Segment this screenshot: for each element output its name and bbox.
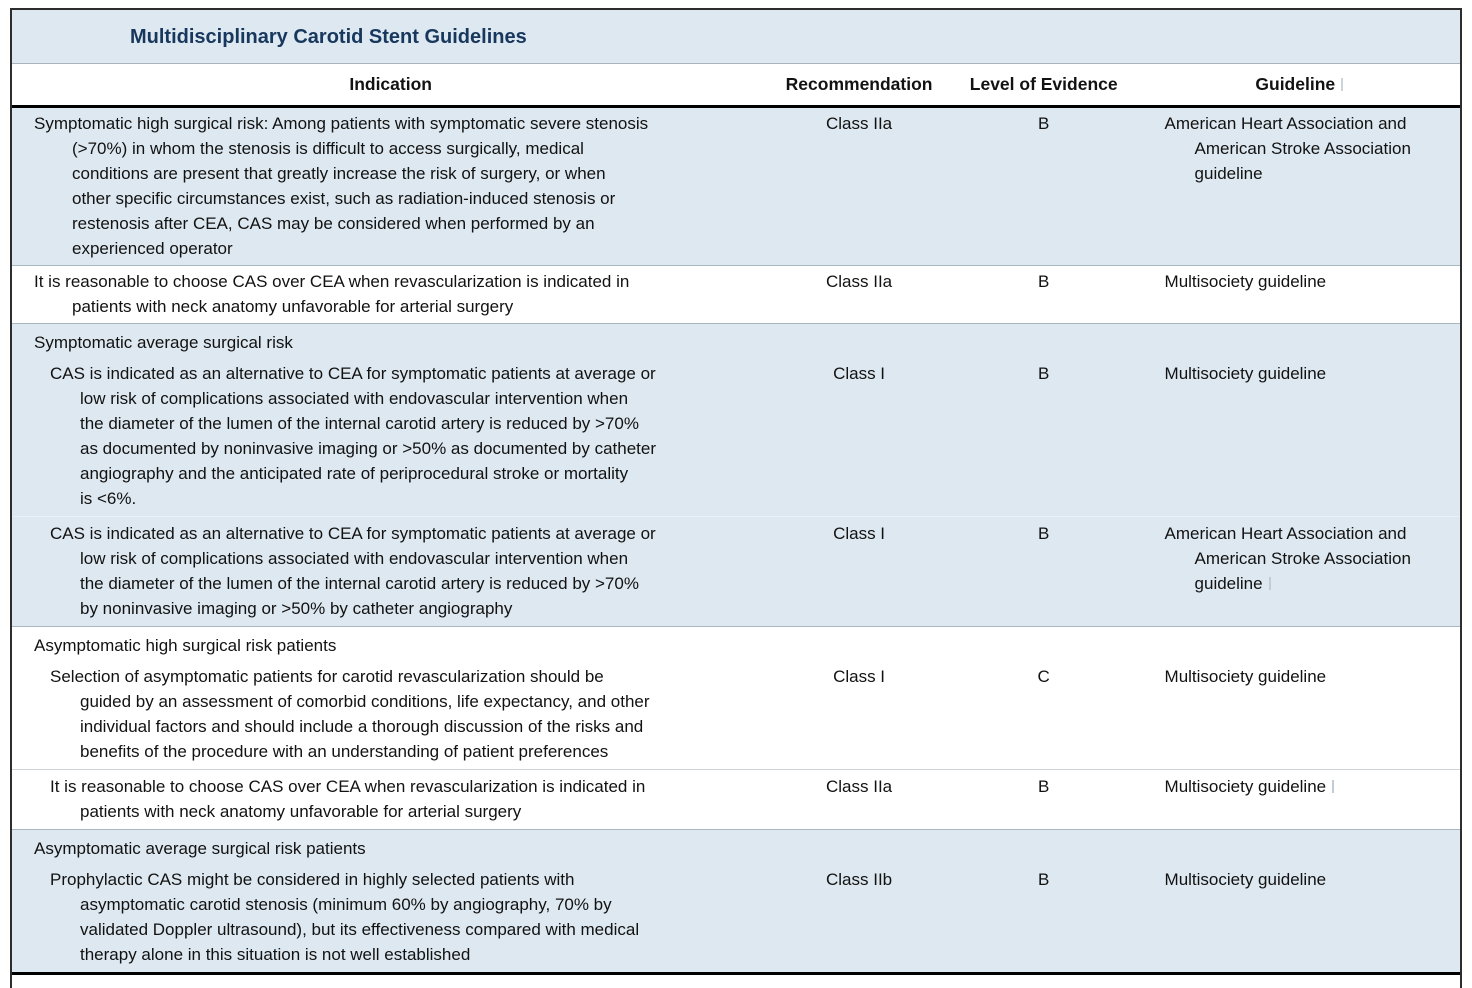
recommendation-cell: Class IIb	[826, 870, 893, 889]
table-row: It is reasonable to choose CAS over CEA …	[12, 769, 1460, 829]
table-row: CAS is indicated as an alternative to CE…	[12, 357, 1460, 516]
recommendation-cell: Class IIa	[826, 272, 893, 291]
recommendation-cell: Class IIa	[826, 777, 893, 796]
indication-cell: It is reasonable to choose CAS over CEA …	[50, 777, 646, 821]
evidence-cell: B	[1038, 870, 1050, 889]
recommendation-cell: Class I	[833, 524, 886, 543]
guideline-cell: Multisociety guideline	[1164, 870, 1327, 889]
indication-cell: Prophylactic CAS might be considered in …	[50, 870, 640, 964]
guidelines-table: Multidisciplinary Carotid Stent Guidelin…	[10, 8, 1462, 988]
recommendation-cell: Class IIa	[826, 114, 893, 133]
evidence-cell: B	[1038, 364, 1050, 383]
section-header-row: Asymptomatic high surgical risk patients	[12, 626, 1460, 660]
evidence-cell: B	[1038, 777, 1050, 796]
indication-cell: Symptomatic high surgical risk: Among pa…	[34, 114, 649, 258]
table-row: Prophylactic CAS might be considered in …	[12, 863, 1460, 972]
faint-tick-icon	[1332, 780, 1335, 793]
table-row: Symptomatic high surgical risk: Among pa…	[12, 108, 1460, 265]
section-title: Asymptomatic average surgical risk patie…	[34, 839, 366, 858]
table-row: It is reasonable to choose CAS over CEA …	[12, 265, 1460, 323]
section-header-row: Asymptomatic average surgical risk patie…	[12, 829, 1460, 863]
recommendation-cell: Class I	[833, 667, 886, 686]
section-title: Asymptomatic high surgical risk patients	[34, 636, 337, 655]
table-row: Selection of asymptomatic patients for c…	[12, 660, 1460, 769]
guideline-cell: American Heart Association and American …	[1164, 524, 1411, 593]
evidence-cell: C	[1037, 667, 1050, 686]
faint-tick-icon	[1268, 577, 1271, 590]
column-header-indication: Indication	[349, 74, 432, 94]
indication-cell: CAS is indicated as an alternative to CE…	[50, 364, 656, 508]
guideline-cell: Multisociety guideline	[1164, 272, 1327, 291]
evidence-cell: B	[1038, 524, 1050, 543]
indication-cell: It is reasonable to choose CAS over CEA …	[34, 272, 630, 316]
evidence-cell: B	[1038, 272, 1050, 291]
evidence-cell: B	[1038, 114, 1050, 133]
recommendation-cell: Class I	[833, 364, 886, 383]
indication-cell: CAS is indicated as an alternative to CE…	[50, 524, 656, 618]
guideline-cell: Multisociety guideline	[1164, 667, 1327, 686]
column-header-evidence: Level of Evidence	[969, 74, 1118, 94]
section-title: Symptomatic average surgical risk	[34, 333, 293, 352]
partial-row	[12, 972, 1460, 988]
guideline-cell: Multisociety guideline	[1139, 774, 1460, 824]
section-header-row: Symptomatic average surgical risk	[12, 323, 1460, 357]
guideline-cell: Multisociety guideline	[1164, 364, 1327, 383]
faint-tick-icon	[1341, 78, 1344, 91]
column-header-recommendation: Recommendation	[785, 74, 933, 94]
table-row: CAS is indicated as an alternative to CE…	[12, 516, 1460, 626]
guideline-cell: American Heart Association and American …	[1164, 114, 1411, 183]
column-header-guideline: Guideline	[1139, 73, 1460, 95]
indication-cell: Selection of asymptomatic patients for c…	[50, 667, 650, 761]
column-header-row: Indication Recommendation Level of Evide…	[12, 64, 1460, 108]
table-title: Multidisciplinary Carotid Stent Guidelin…	[12, 10, 1460, 64]
